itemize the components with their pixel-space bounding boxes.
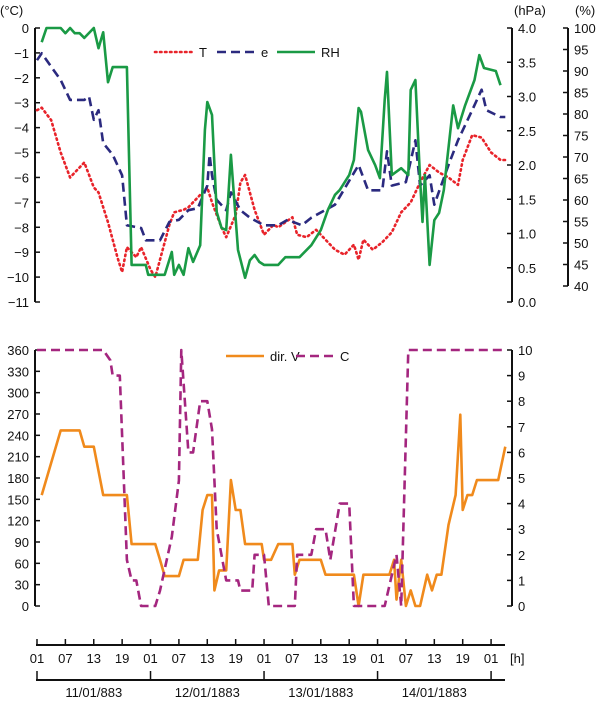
direction-axis-tick-label: 90 (15, 535, 29, 550)
time-axis-tick-label: 01 (484, 651, 498, 666)
direction-axis-tick-label: 0 (22, 599, 29, 614)
temp-axis-tick-label: −11 (8, 295, 29, 310)
legend-label-c: C (340, 349, 349, 364)
cloud-axis-tick-label: 10 (518, 343, 532, 358)
time-axis-tick-label: 13 (87, 651, 101, 666)
axis-unit-celsius: (°C) (0, 3, 23, 18)
top-series-rh (42, 28, 501, 278)
rh-axis-tick-label: 80 (574, 107, 588, 122)
temp-axis-tick-label: −9 (14, 245, 29, 260)
cloud-axis-tick-label: 7 (518, 420, 525, 435)
time-axis-tick-label: 07 (285, 651, 299, 666)
time-axis-tick-label: 19 (455, 651, 469, 666)
legend-label-dirv: dir. V (270, 349, 300, 364)
time-axis-tick-label: 07 (399, 651, 413, 666)
cloud-axis-tick-label: 3 (518, 522, 525, 537)
hpa-axis-tick-label: 1.0 (518, 227, 536, 242)
time-axis-tick-label: 01 (143, 651, 157, 666)
time-axis-tick-label: 13 (427, 651, 441, 666)
rh-axis-tick-label: 90 (574, 64, 588, 79)
time-axis-tick-label: 07 (58, 651, 72, 666)
time-axis-tick-label: 01 (30, 651, 44, 666)
time-axis-tick-label: 19 (342, 651, 356, 666)
hpa-axis-tick-label: 0.0 (518, 295, 536, 310)
direction-axis-tick-label: 330 (7, 364, 29, 379)
direction-axis-tick-label: 270 (7, 407, 29, 422)
direction-axis-tick-label: 60 (15, 556, 29, 571)
cloud-axis-tick-label: 5 (518, 471, 525, 486)
rh-axis-tick-label: 60 (574, 193, 588, 208)
direction-axis-tick-label: 300 (7, 386, 29, 401)
hpa-axis-tick-label: 3.5 (518, 55, 536, 70)
temp-axis-tick-label: −6 (14, 170, 29, 185)
bottom-series-dirv (42, 415, 506, 606)
direction-axis-tick-label: 180 (7, 471, 29, 486)
top-series-t (37, 108, 505, 277)
hpa-axis-tick-label: 2.0 (518, 158, 536, 173)
cloud-axis-tick-label: 4 (518, 497, 525, 512)
axis-unit-percent: (%) (575, 3, 595, 18)
cloud-axis-tick-label: 2 (518, 548, 525, 563)
time-axis-tick-label: 19 (228, 651, 242, 666)
day-label: 14/01/1883 (402, 685, 467, 699)
rh-axis-tick-label: 50 (574, 236, 588, 251)
direction-axis-tick-label: 360 (7, 343, 29, 358)
day-label: 12/01/1883 (175, 685, 240, 699)
day-label: 11/01/883 (65, 685, 122, 699)
cloud-axis-tick-label: 6 (518, 445, 525, 460)
hpa-axis-tick-label: 4.0 (518, 21, 536, 36)
legend-label-rh: RH (321, 45, 340, 60)
day-label: 13/01/1883 (288, 685, 353, 699)
cloud-axis-tick-label: 8 (518, 394, 525, 409)
rh-axis-tick-label: 85 (574, 86, 588, 101)
temp-axis-tick-label: −7 (14, 195, 29, 210)
cloud-axis-tick-label: 9 (518, 369, 525, 384)
rh-axis-tick-label: 100 (574, 21, 596, 36)
time-axis-tick-label: 19 (115, 651, 129, 666)
temp-axis-tick-label: −4 (14, 121, 29, 136)
rh-axis-tick-label: 55 (574, 215, 588, 230)
direction-axis-tick-label: 150 (7, 492, 29, 507)
rh-axis-tick-label: 70 (574, 150, 588, 165)
time-axis-tick-label: 07 (172, 651, 186, 666)
rh-axis-tick-label: 65 (574, 172, 588, 187)
temp-axis-tick-label: −1 (14, 46, 29, 61)
time-axis-tick-label: 01 (370, 651, 384, 666)
temp-axis-tick-label: −2 (14, 71, 29, 86)
time-axis-tick-label: 13 (314, 651, 328, 666)
rh-axis-tick-label: 40 (574, 279, 588, 294)
axis-unit-hpa: (hPa) (514, 3, 546, 18)
direction-axis-tick-label: 120 (7, 514, 29, 529)
direction-axis-tick-label: 30 (15, 578, 29, 593)
temp-axis-tick-label: −3 (14, 96, 29, 111)
cloud-axis-tick-label: 1 (518, 573, 525, 588)
hpa-axis-tick-label: 1.5 (518, 192, 536, 207)
rh-axis-tick-label: 75 (574, 129, 588, 144)
rh-axis-tick-label: 95 (574, 43, 588, 58)
temp-axis-tick-label: 0 (22, 21, 29, 36)
hpa-axis-tick-label: 0.5 (518, 261, 536, 276)
temp-axis-tick-label: −5 (14, 146, 29, 161)
temp-axis-tick-label: −8 (14, 220, 29, 235)
legend-label-e: e (261, 45, 268, 60)
time-axis-tick-label: 01 (257, 651, 271, 666)
direction-axis-tick-label: 210 (7, 450, 29, 465)
bottom-series-c (37, 350, 505, 606)
temp-axis-tick-label: −10 (7, 270, 29, 285)
direction-axis-tick-label: 240 (7, 428, 29, 443)
hpa-axis-tick-label: 3.0 (518, 90, 536, 105)
time-axis-unit: [h] (510, 651, 524, 666)
cloud-axis-tick-label: 0 (518, 599, 525, 614)
rh-axis-tick-label: 45 (574, 258, 588, 273)
hpa-axis-tick-label: 2.5 (518, 124, 536, 139)
time-axis-tick-label: 13 (200, 651, 214, 666)
legend-label-t: T (199, 45, 207, 60)
